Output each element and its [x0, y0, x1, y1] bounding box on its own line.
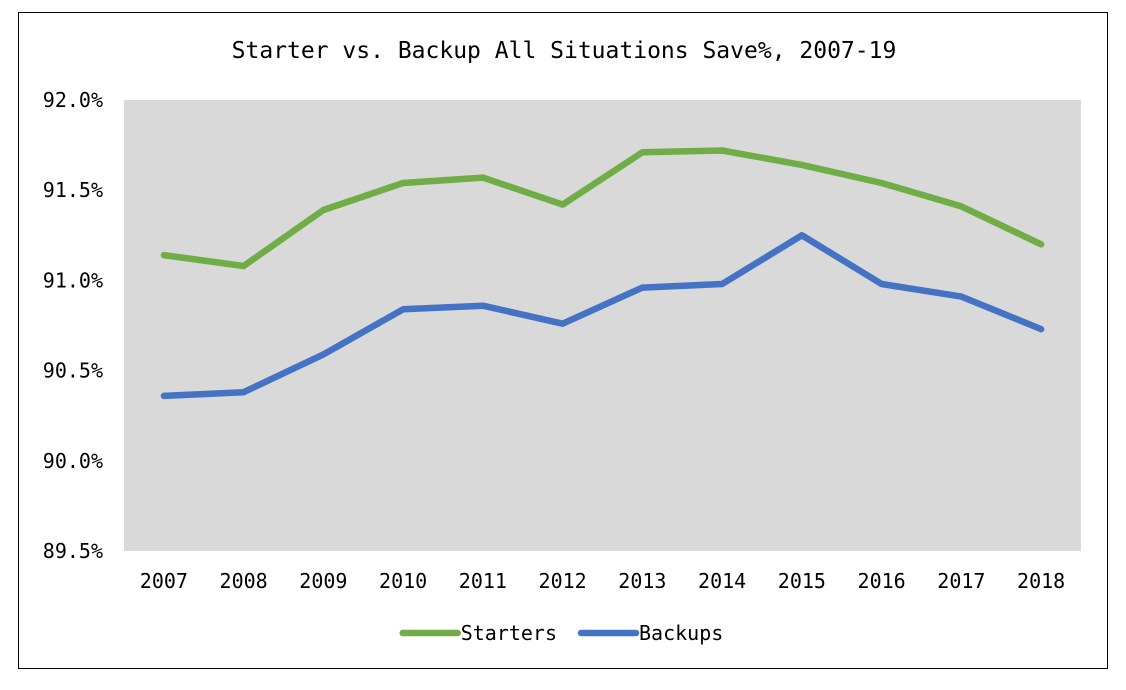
x-tick-label: 2008 — [220, 569, 268, 593]
x-tick-label: 2013 — [618, 569, 666, 593]
x-tick-label: 2011 — [459, 569, 507, 593]
y-tick-label: 89.5% — [43, 539, 103, 563]
x-tick-label: 2012 — [539, 569, 587, 593]
legend-item-starters: Starters — [399, 621, 557, 645]
chart-frame: Starter vs. Backup All Situations Save%,… — [18, 12, 1108, 669]
x-tick-label: 2016 — [858, 569, 906, 593]
x-tick-label: 2014 — [698, 569, 746, 593]
series-layer — [160, 147, 1045, 400]
x-tick-label: 2018 — [1017, 569, 1065, 593]
y-tick-label: 90.0% — [43, 449, 103, 473]
legend-label: Starters — [461, 621, 557, 645]
series-line-starters — [160, 147, 1045, 270]
y-axis-ticks: 89.5% 90.0% 90.5% 91.0% 91.5% 92.0% — [43, 88, 103, 563]
x-tick-label: 2017 — [937, 569, 985, 593]
x-axis-ticks: 2007 2008 2009 2010 2011 2012 2013 2014 2015 2016… — [140, 569, 1065, 593]
y-tick-label: 92.0% — [43, 88, 103, 112]
x-tick-label: 2007 — [140, 569, 188, 593]
plot-area — [124, 100, 1081, 551]
series-line-backups — [160, 232, 1045, 400]
legend-label: Backups — [639, 621, 723, 645]
legend-item-backups: Backups — [577, 621, 723, 645]
line-chart: Starter vs. Backup All Situations Save%,… — [43, 38, 1081, 645]
y-tick-label: 91.0% — [43, 268, 103, 292]
x-tick-label: 2015 — [778, 569, 826, 593]
y-tick-label: 91.5% — [43, 178, 103, 202]
x-tick-label: 2009 — [299, 569, 347, 593]
y-tick-label: 90.5% — [43, 359, 103, 383]
legend: Starters Backups — [399, 621, 723, 645]
x-tick-label: 2010 — [379, 569, 427, 593]
chart-title: Starter vs. Backup All Situations Save%,… — [232, 38, 897, 64]
